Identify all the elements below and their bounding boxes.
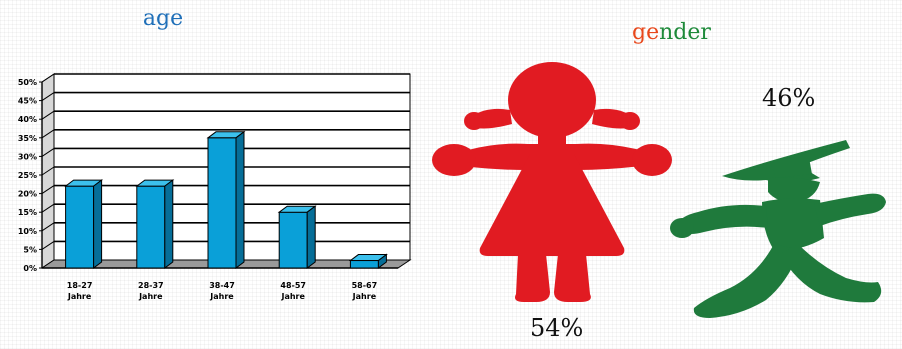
bar-side [306,205,316,269]
bar [65,185,95,269]
gridline-depth [41,203,55,213]
gender-title: gender [632,20,711,45]
x-category-label: 18-27 [67,281,93,290]
y-tick-label: 50% [18,78,37,87]
x-category-unit: Jahre [67,292,92,301]
gridline-depth [41,129,55,139]
bar [278,211,308,269]
gridline-depth [41,185,55,195]
gridline-depth [41,110,55,120]
bar [349,260,379,269]
y-tick-label: 45% [18,97,37,106]
y-tick-label: 10% [18,227,37,236]
gridline-depth [41,240,55,250]
y-tick-label: 40% [18,115,37,124]
y-tick-label: 25% [18,171,37,180]
male-figure-icon [670,140,886,318]
bar-side [164,179,174,269]
gridline-depth [41,166,55,176]
gridline-depth [41,147,55,157]
bar-side [93,179,103,269]
y-tick-label: 30% [18,152,37,161]
y-tick-label: 5% [23,245,37,254]
bar [136,185,166,269]
y-tick-label: 35% [18,134,37,143]
x-category-unit: Jahre [209,292,234,301]
age-chart-title: age [142,6,184,31]
bar-side [235,130,245,269]
x-category-label: 38-47 [209,281,235,290]
gender-title-part-2: nder [659,20,711,45]
gender-title-part-1: ge [632,20,660,45]
x-category-unit: Jahre [138,292,163,301]
x-category-label: 28-37 [138,281,164,290]
y-tick-label: 20% [18,190,37,199]
x-category-label: 58-67 [352,281,378,290]
male-percentage: 46% [762,84,816,112]
x-category-label: 48-57 [280,281,306,290]
y-tick-label: 15% [18,208,37,217]
y-tick-label: 0% [23,264,37,273]
gridline-depth [41,222,55,232]
x-category-unit: Jahre [280,292,305,301]
bar-side [377,253,387,269]
female-percentage: 54% [530,314,584,342]
gridline-depth [41,73,55,83]
gridline-depth [41,92,55,102]
age-bar-chart: 0% 5% 10% 15% 20% 25% 30% 35% 40% 45% 50% 18-27 Jahr… [18,73,412,301]
female-figure-icon [432,62,672,302]
bar [207,137,237,269]
x-category-unit: Jahre [352,292,377,301]
